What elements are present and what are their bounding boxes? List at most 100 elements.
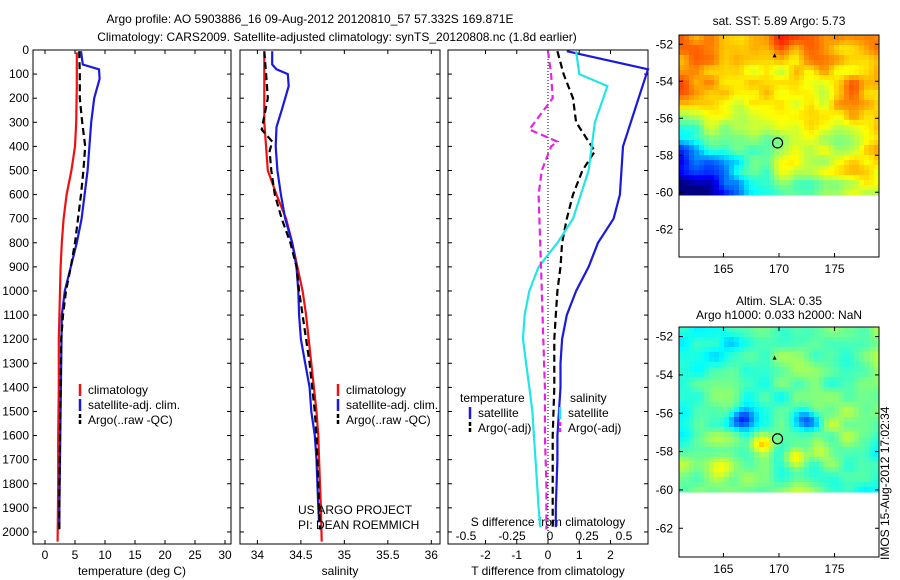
map-cell xyxy=(709,170,715,176)
map-cell xyxy=(714,40,720,46)
map-cell xyxy=(709,347,715,353)
map-cell xyxy=(759,160,765,166)
map-cell xyxy=(824,467,830,473)
map-cell xyxy=(744,437,750,443)
map-cell xyxy=(734,105,740,111)
map-cell xyxy=(794,462,800,468)
map-cell xyxy=(794,100,800,106)
map-cell xyxy=(759,175,765,181)
map-cell xyxy=(754,40,760,46)
map-cell xyxy=(809,452,815,458)
map-cell xyxy=(729,160,735,166)
map-cell xyxy=(804,80,810,86)
map-cell xyxy=(734,95,740,101)
map-cell xyxy=(869,342,875,348)
map-cell xyxy=(794,95,800,101)
y-tick-label: 2000 xyxy=(2,525,29,539)
map-cell xyxy=(769,357,775,363)
map-cell xyxy=(704,447,710,453)
map-cell xyxy=(739,165,745,171)
map-cell xyxy=(714,462,720,468)
map-cell xyxy=(829,190,835,196)
map-cell xyxy=(809,180,815,186)
map-cell xyxy=(804,130,810,136)
map-cell xyxy=(809,55,815,61)
map-cell xyxy=(859,105,865,111)
map-cell xyxy=(749,35,755,41)
map-cell xyxy=(704,397,710,403)
map-cell xyxy=(759,357,765,363)
map-cell xyxy=(729,482,735,488)
map-cell xyxy=(679,155,685,161)
map-cell xyxy=(759,60,765,66)
map-cell xyxy=(849,432,855,438)
map-cell xyxy=(864,70,870,76)
map-cell xyxy=(859,467,865,473)
map-cell xyxy=(829,402,835,408)
map-cell xyxy=(714,332,720,338)
sst-map-field xyxy=(679,35,880,196)
map-cell xyxy=(739,437,745,443)
map-cell xyxy=(779,327,785,333)
map-cell xyxy=(804,462,810,468)
map-cell xyxy=(724,452,730,458)
map-cell xyxy=(834,170,840,176)
map-cell xyxy=(709,487,715,493)
map-cell xyxy=(699,55,705,61)
map-cell xyxy=(829,372,835,378)
map-cell xyxy=(859,115,865,121)
map-cell xyxy=(764,75,770,81)
map-cell xyxy=(764,432,770,438)
map-cell xyxy=(844,155,850,161)
map-cell xyxy=(719,362,725,368)
map-cell xyxy=(874,402,880,408)
map-cell xyxy=(829,175,835,181)
map-cell xyxy=(759,392,765,398)
map-cell xyxy=(694,412,700,418)
map-cell xyxy=(779,85,785,91)
map-cell xyxy=(714,95,720,101)
map-cell xyxy=(684,75,690,81)
map-cell xyxy=(704,125,710,131)
map-cell xyxy=(694,402,700,408)
map-cell xyxy=(844,130,850,136)
map-cell xyxy=(689,362,695,368)
map-cell xyxy=(734,135,740,141)
map-cell xyxy=(739,477,745,483)
map-cell xyxy=(689,332,695,338)
map-cell xyxy=(829,125,835,131)
map-cell xyxy=(864,387,870,393)
map-cell xyxy=(824,185,830,191)
map-cell xyxy=(834,342,840,348)
map-cell xyxy=(689,407,695,413)
map-cell xyxy=(789,80,795,86)
map-cell xyxy=(754,125,760,131)
map-cell xyxy=(784,155,790,161)
map-cell xyxy=(749,412,755,418)
map-cell xyxy=(774,115,780,121)
map-cell xyxy=(849,130,855,136)
map-cell xyxy=(854,145,860,151)
map-cell xyxy=(799,110,805,116)
map-cell xyxy=(839,115,845,121)
map-cell xyxy=(814,387,820,393)
map-cell xyxy=(769,347,775,353)
map-cell xyxy=(824,407,830,413)
map-cell xyxy=(779,160,785,166)
map-cell xyxy=(719,342,725,348)
map-cell xyxy=(864,75,870,81)
map-cell xyxy=(704,185,710,191)
map-cell xyxy=(709,40,715,46)
map-cell xyxy=(694,407,700,413)
map-cell xyxy=(689,367,695,373)
map-cell xyxy=(804,190,810,196)
map-cell xyxy=(734,347,740,353)
map-cell xyxy=(849,85,855,91)
map-cell xyxy=(829,467,835,473)
map-cell xyxy=(679,40,685,46)
map-cell xyxy=(839,452,845,458)
map-cell xyxy=(849,472,855,478)
x-tick-label: 170 xyxy=(769,262,789,276)
map-cell xyxy=(834,85,840,91)
map-cell xyxy=(759,35,765,41)
